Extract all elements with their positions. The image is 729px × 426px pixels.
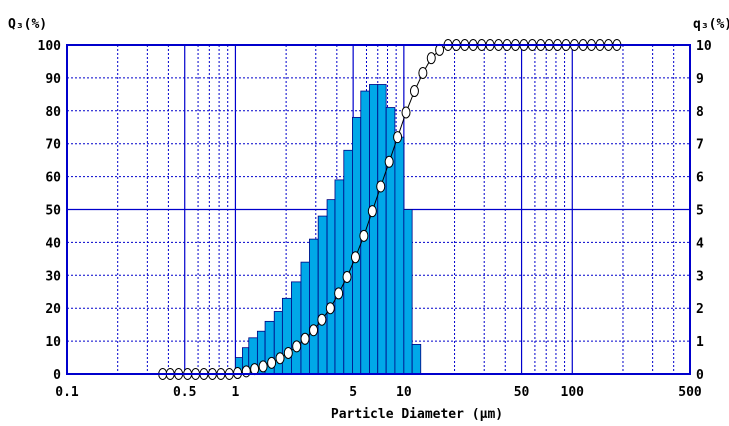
cumulative-point — [292, 340, 302, 353]
cumulative-point — [401, 106, 411, 119]
histogram-bar — [411, 343, 422, 375]
y-right-tick-label: 8 — [696, 105, 704, 120]
y-left-tick-label: 80 — [45, 105, 61, 120]
histogram-bar — [394, 136, 405, 375]
histogram-bar — [403, 209, 413, 375]
y-left-tick-label: 90 — [45, 72, 61, 87]
y-left-tick-label: 30 — [45, 269, 61, 284]
cumulative-point — [376, 180, 386, 193]
cumulative-point — [342, 270, 352, 283]
y-right-tick-label: 1 — [696, 335, 704, 350]
y-right-tick-label: 2 — [696, 302, 704, 317]
cumulative-point — [334, 287, 344, 300]
cumulative-point — [317, 313, 327, 326]
y-right-tick-label: 4 — [696, 236, 704, 251]
y-left-tick-label: 20 — [45, 302, 61, 317]
histogram-bar — [317, 215, 328, 375]
x-axis-title: Particle Diameter (µm) — [331, 407, 503, 422]
cumulative-point — [267, 356, 277, 369]
x-tick-label: 0.1 — [55, 385, 79, 400]
x-tick-label: 10 — [396, 385, 412, 400]
cumulative-point — [283, 346, 293, 359]
histogram-bar — [281, 297, 292, 375]
histogram-bar — [334, 179, 345, 375]
x-tick-label: 0.5 — [173, 385, 196, 400]
right-axis-label: q₃(%) — [693, 17, 729, 32]
cumulative-point — [426, 52, 436, 65]
y-left-tick-label: 50 — [45, 204, 61, 219]
histogram-bar — [291, 281, 302, 375]
cumulative-point — [435, 43, 445, 56]
y-right-tick-label: 7 — [696, 138, 704, 153]
cumulative-point — [325, 302, 335, 315]
y-left-tick-label: 70 — [45, 138, 61, 153]
y-left-tick-label: 0 — [53, 368, 61, 383]
y-left-tick-label: 100 — [38, 39, 62, 54]
cumulative-point — [258, 360, 268, 373]
y-right-tick-label: 0 — [696, 368, 704, 383]
y-left-tick-label: 40 — [45, 236, 61, 251]
left-axis-label: Q₃(%) — [8, 17, 47, 32]
plot-frame — [66, 44, 691, 375]
y-right-tick-label: 6 — [696, 171, 704, 186]
x-tick-label: 100 — [561, 385, 585, 400]
cumulative-point — [241, 365, 251, 378]
cumulative-point — [350, 251, 360, 264]
cumulative-point — [418, 66, 428, 79]
cumulative-point — [367, 205, 377, 218]
histogram-bar — [309, 238, 319, 375]
y-right-tick-label: 3 — [696, 269, 704, 284]
y-right-tick-label: 10 — [696, 39, 712, 54]
histogram-bar — [369, 84, 379, 375]
x-tick-label: 50 — [514, 385, 530, 400]
x-tick-label: 1 — [232, 385, 240, 400]
cumulative-point — [275, 352, 285, 365]
cumulative-point — [250, 363, 260, 376]
cumulative-point — [393, 131, 403, 144]
tick-labels: 0 10 20 30 40 50 60 70 80 90 100 0 1 2 3 4 5 6 7 8 9 10 0.1 0.5… — [38, 39, 712, 400]
y-left-tick-label: 60 — [45, 171, 61, 186]
y-right-tick-label: 5 — [696, 204, 704, 219]
x-tick-label: 5 — [349, 385, 357, 400]
histogram-bar — [300, 261, 310, 375]
cumulative-point — [309, 324, 319, 337]
y-left-tick-label: 10 — [45, 335, 61, 350]
grid — [67, 45, 690, 374]
cumulative-point — [409, 85, 419, 98]
histogram-bar — [377, 84, 387, 375]
cumulative-point — [384, 155, 394, 168]
histogram-bars — [235, 84, 422, 375]
histogram-bar — [326, 199, 336, 375]
histogram-bar — [343, 149, 353, 375]
y-right-tick-label: 9 — [696, 72, 704, 87]
cumulative-point — [359, 229, 369, 242]
cumulative-point — [300, 332, 310, 345]
x-tick-label: 500 — [678, 385, 702, 400]
